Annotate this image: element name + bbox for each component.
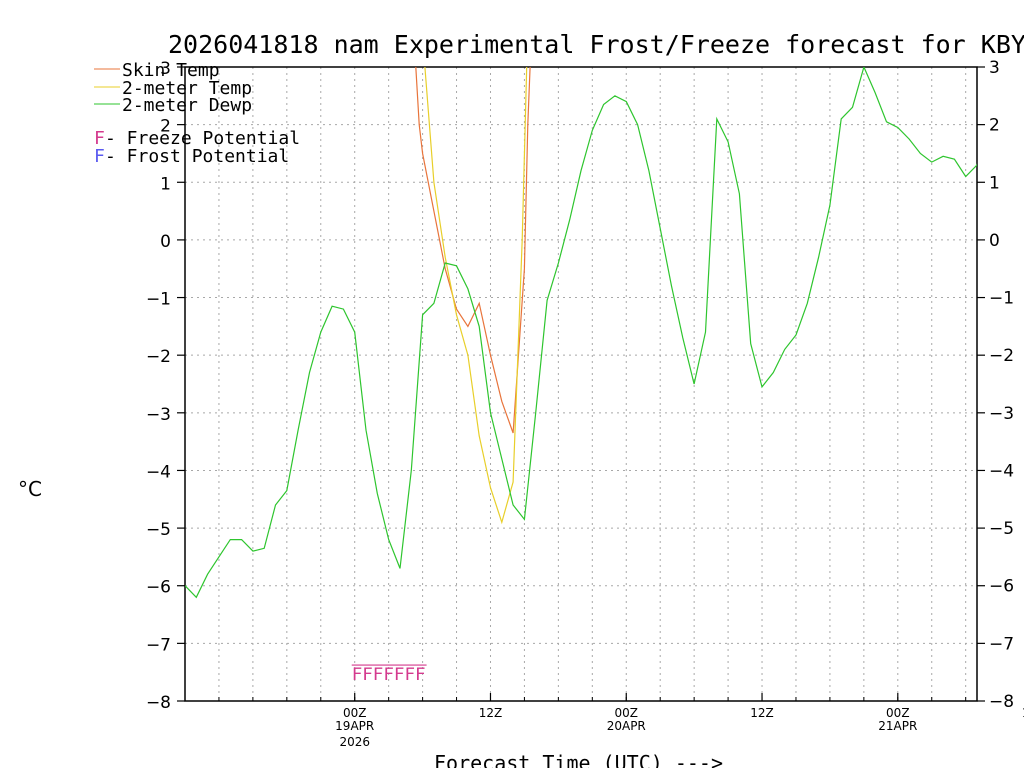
x-tick-date: 19APR (335, 719, 374, 733)
y-tick-label-left: −5 (146, 520, 171, 540)
x-tick-label: 00Z (615, 706, 639, 720)
y-tick-label-left: −3 (146, 405, 171, 425)
x-axis-label: Forecast Time (UTC) ---> (434, 751, 723, 768)
y-tick-label-right: −5 (989, 519, 1014, 539)
legend-label-2m-dewp: 2-meter Dewp (122, 95, 252, 116)
y-tick-label-left: 3 (160, 59, 171, 79)
series-line-skin-temp (415, 67, 531, 434)
freeze-potential-text: FFFFFFF (352, 665, 426, 685)
y-tick-label-left: −8 (146, 693, 171, 713)
y-tick-label-left: −7 (146, 635, 171, 655)
y-tick-label-left: 0 (160, 232, 171, 252)
series-line-2-meter-dewp (185, 67, 977, 599)
y-tick-label-right: 2 (989, 116, 1000, 136)
x-tick-year: 2026 (339, 735, 370, 749)
freeze-potential-marks: FFFFFFF (351, 664, 427, 685)
y-tick-label-right: −3 (989, 404, 1014, 424)
y-tick-label-right: −8 (989, 692, 1014, 712)
x-tick-label: 00Z (886, 706, 910, 720)
x-tick-date: 20APR (607, 719, 646, 733)
series-line-2-meter-temp (424, 67, 528, 525)
freeze-potential-label: - Freeze Potential (105, 128, 300, 149)
x-tick-date: 21APR (878, 719, 917, 733)
y-tick-label-right: −1 (989, 289, 1014, 309)
legend-item-2m-temp: 2-meter Temp (94, 78, 252, 99)
y-tick-label-left: −1 (146, 290, 171, 310)
y-tick-label-right: −2 (989, 346, 1014, 366)
legend-frost-potential: F - Frost Potential (94, 146, 289, 167)
y-axis-label: °C (18, 477, 42, 501)
y-tick-label-right: 3 (989, 58, 1000, 78)
x-tick-label: 12Z (1022, 706, 1024, 720)
legend-item-2m-dewp: 2-meter Dewp (94, 95, 252, 116)
x-tick-label: 00Z (343, 706, 367, 720)
y-tick-label-left: −2 (146, 347, 171, 367)
y-tick-label-left: 1 (160, 174, 171, 194)
frost-potential-letter: F (94, 146, 105, 167)
x-tick-label: 12Z (479, 706, 503, 720)
y-tick-label-left: 2 (160, 117, 171, 137)
axes: −8 −8 −7 −7 −6 −6 −5 −5 −4 −4 −3 −3 −2 −2 −1 −1 0 0 1 1 2 2 3 3… (146, 58, 1024, 749)
y-tick-label-left: −4 (146, 462, 171, 482)
legend-item-skin-temp: Skin Temp (94, 60, 220, 81)
y-tick-label-left: −6 (146, 578, 171, 598)
y-tick-label-right: 1 (989, 173, 1000, 193)
legend-label-skin-temp: Skin Temp (122, 60, 220, 81)
frost-potential-label: - Frost Potential (105, 146, 289, 167)
legend-freeze-potential: F - Freeze Potential (94, 128, 300, 149)
legend-label-2m-temp: 2-meter Temp (122, 78, 252, 99)
chart-title: 2026041818 nam Experimental Frost/Freeze… (168, 30, 1024, 59)
freeze-potential-letter: F (94, 128, 105, 149)
y-tick-label-right: 0 (989, 231, 1000, 251)
legend: Skin Temp 2-meter Temp 2-meter Dewp F - … (94, 60, 300, 167)
y-tick-label-right: −7 (989, 634, 1014, 654)
data-series (185, 67, 977, 599)
x-tick-label: 12Z (750, 706, 774, 720)
plot-frame (184, 66, 978, 702)
y-tick-label-right: −6 (989, 577, 1014, 597)
y-tick-label-right: −4 (989, 461, 1014, 481)
gridlines (185, 67, 977, 701)
